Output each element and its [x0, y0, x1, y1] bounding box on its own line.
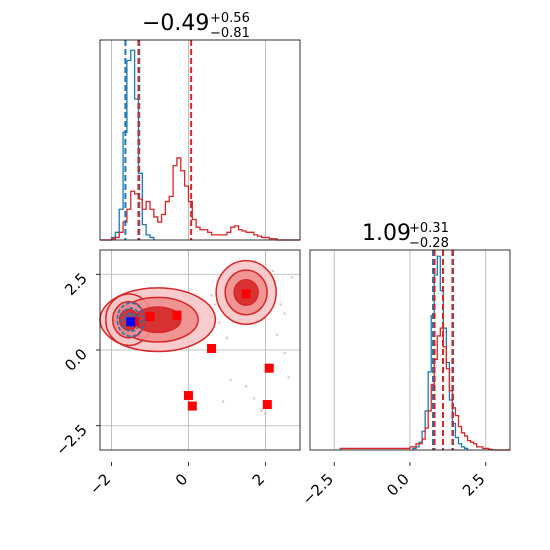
title-value: 1.09: [362, 221, 411, 246]
title-lower-error: −0.28: [409, 236, 449, 251]
scatter-point: [225, 336, 229, 340]
title-top-left: −0.49 +0.56 −0.81: [142, 11, 250, 41]
scatter-point: [260, 409, 263, 412]
x-tick-label: 0: [172, 470, 191, 489]
marker-red: [264, 363, 274, 373]
scatter-point: [264, 412, 267, 415]
scatter-point: [279, 303, 282, 306]
title-lower-error: −0.81: [210, 26, 250, 41]
x-tick-label: 2: [249, 470, 268, 489]
marker-blue: [126, 317, 136, 327]
title-value: −0.49: [142, 11, 209, 36]
scatter-point: [275, 333, 279, 337]
scatter-point: [221, 400, 225, 403]
contour-blue: [116, 302, 146, 338]
scatter-point: [283, 312, 286, 315]
scatter-point: [229, 379, 232, 382]
hist-red: [100, 157, 300, 241]
title-upper-error: +0.56: [210, 11, 250, 26]
hist-blue: [110, 49, 155, 240]
scatter-point: [287, 376, 290, 379]
x-tick-label: −2: [86, 470, 114, 498]
marker-red: [187, 401, 197, 411]
scatter-point: [291, 276, 294, 279]
title-bottom-right: 1.09 +0.31 −0.28: [362, 221, 449, 251]
scatter-point: [218, 321, 221, 324]
marker-red: [241, 289, 251, 299]
panel-bottom-left: −2 0 2 −2.5 0.0 2.5: [52, 249, 301, 498]
x-tick-label: −2.5: [299, 470, 337, 508]
marker-red: [145, 312, 155, 322]
y-tick-label: 2.5: [61, 269, 91, 299]
scatter-point: [214, 303, 217, 306]
x-tick-label: 0.0: [383, 470, 413, 500]
marker-red: [183, 390, 193, 400]
panel-bottom-right: −2.5 0.0 2.5: [299, 249, 511, 509]
scatter-point: [283, 351, 286, 355]
marker-red: [207, 343, 217, 353]
scatter-point: [252, 397, 256, 400]
hist-red: [339, 327, 510, 451]
x-tick-label: 2.5: [459, 470, 489, 500]
scatter-point: [271, 270, 275, 273]
scatter-point: [210, 294, 213, 297]
title-upper-error: +0.31: [409, 221, 449, 236]
hist-blue: [412, 255, 469, 450]
contour-blue: [120, 307, 141, 333]
marker-red: [172, 310, 182, 320]
y-tick-label: 0.0: [61, 345, 91, 375]
axes-frame: [99, 39, 301, 241]
scatter-point: [244, 385, 248, 388]
panel-top-left: [99, 39, 301, 241]
y-tick-label: −2.5: [52, 421, 90, 459]
axes-frame: [309, 249, 511, 451]
marker-red: [262, 400, 272, 410]
